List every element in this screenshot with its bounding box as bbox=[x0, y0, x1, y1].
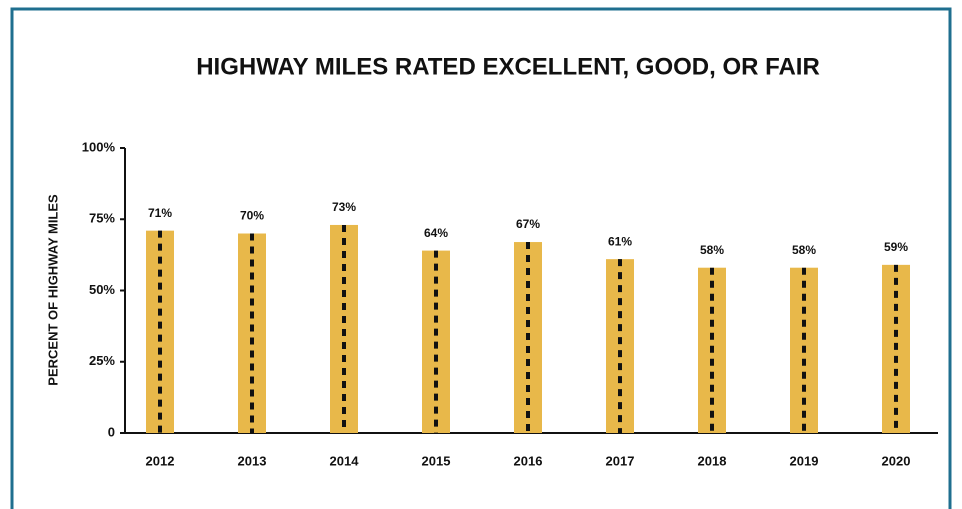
bar bbox=[146, 230, 174, 433]
value-label: 59% bbox=[884, 240, 908, 254]
value-label: 58% bbox=[792, 243, 816, 257]
value-label: 61% bbox=[608, 234, 632, 248]
x-tick-label: 2015 bbox=[422, 453, 451, 468]
value-label: 73% bbox=[332, 200, 356, 214]
x-tick-label: 2014 bbox=[330, 453, 360, 468]
chart-title: HIGHWAY MILES RATED EXCELLENT, GOOD, OR … bbox=[196, 53, 820, 80]
y-tick-label: 0 bbox=[108, 424, 115, 439]
y-tick-label: 25% bbox=[89, 353, 115, 368]
x-tick-label: 2020 bbox=[882, 453, 911, 468]
x-tick-label: 2018 bbox=[698, 453, 727, 468]
value-label: 70% bbox=[240, 209, 264, 223]
x-tick-label: 2019 bbox=[790, 453, 819, 468]
bar bbox=[238, 233, 266, 433]
value-label: 67% bbox=[516, 217, 540, 231]
x-tick-label: 2016 bbox=[514, 453, 543, 468]
x-tick-label: 2013 bbox=[238, 453, 267, 468]
value-label: 71% bbox=[148, 206, 172, 220]
y-tick-label: 50% bbox=[89, 282, 115, 297]
value-label: 58% bbox=[700, 243, 724, 257]
value-label: 64% bbox=[424, 226, 448, 240]
y-tick-label: 75% bbox=[89, 211, 115, 226]
x-tick-label: 2017 bbox=[606, 453, 635, 468]
y-axis-label: PERCENT OF HIGHWAY MILES bbox=[45, 194, 60, 386]
x-tick-label: 2012 bbox=[146, 453, 175, 468]
y-tick-label: 100% bbox=[82, 139, 116, 154]
